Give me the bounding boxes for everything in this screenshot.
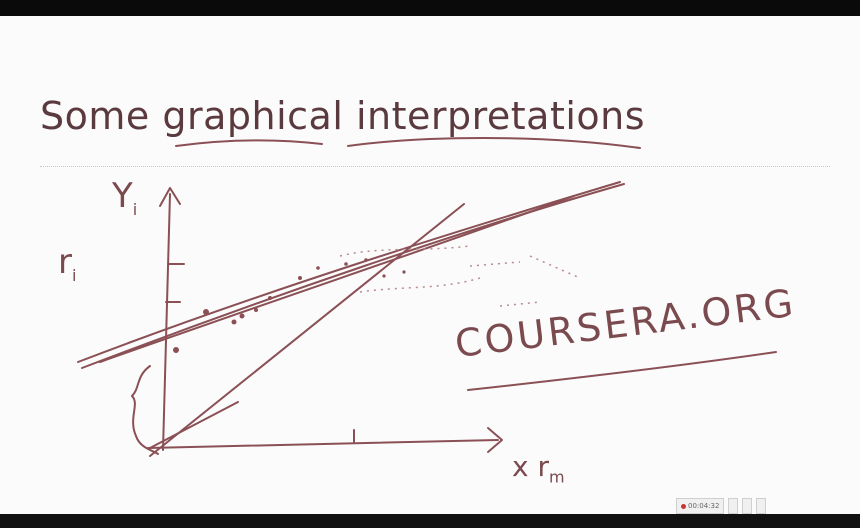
fit-line-shallow-2 xyxy=(81,183,625,369)
fit-line-steep xyxy=(149,203,465,457)
title-divider xyxy=(40,166,830,167)
fit-line-shallow-3 xyxy=(99,195,575,363)
watermark-underline xyxy=(467,351,777,391)
taskbar-button-4[interactable] xyxy=(756,498,767,514)
lecture-slide: Some graphical interpretations xyxy=(0,16,860,514)
title-underline-2 xyxy=(347,137,641,149)
bottom-letterbox xyxy=(0,514,860,528)
y-axis-arrow xyxy=(159,187,181,207)
title-underline-1 xyxy=(175,139,323,147)
hand-drawn-sketch xyxy=(77,137,777,457)
r-label: ri xyxy=(58,242,77,285)
brace xyxy=(131,365,159,455)
y-axis-label: Yi xyxy=(112,176,138,219)
x-axis-line xyxy=(147,439,499,449)
taskbar-button-3[interactable] xyxy=(742,498,753,514)
x-axis-arrow xyxy=(487,427,503,453)
slide-title: Some graphical interpretations xyxy=(40,94,646,138)
y-axis-line xyxy=(162,193,171,451)
faint-scatter xyxy=(339,245,581,307)
player-taskbar: 00:04:32 xyxy=(676,498,767,514)
scatter-points xyxy=(173,258,406,353)
fit-line-steep-2 xyxy=(149,401,239,449)
taskbar-button-2[interactable] xyxy=(728,498,739,514)
recording-indicator[interactable]: 00:04:32 xyxy=(676,498,725,514)
top-letterbox xyxy=(0,0,860,16)
fit-line-shallow-1 xyxy=(77,181,621,363)
x-axis-label: x rm xyxy=(512,450,565,487)
record-dot-icon xyxy=(681,503,686,509)
